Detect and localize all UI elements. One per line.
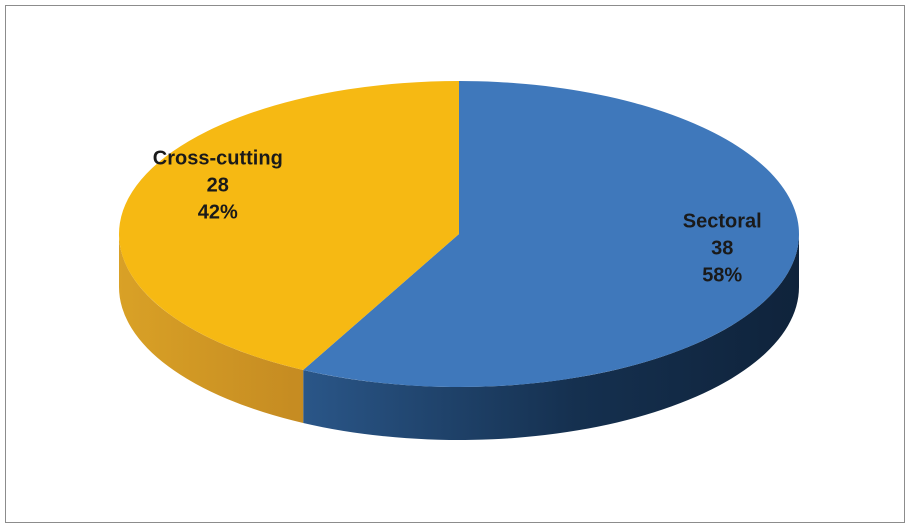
data-label-label-sectoral: Sectoral	[683, 210, 762, 232]
pie-slice-cross-cutting	[118, 81, 460, 370]
pie-chart: Sectoral 38 58% Cross-cutting 28 42%	[118, 81, 799, 440]
pie-side-cross-cutting	[118, 234, 304, 423]
chart-frame: Sectoral 38 58% Cross-cutting 28 42%	[5, 5, 905, 523]
pie-sides	[118, 234, 799, 440]
pie-labels: Sectoral 38 58% Cross-cutting 28 42%	[153, 148, 762, 287]
data-label-percent-sectoral: 58%	[702, 264, 742, 286]
data-label-value-sectoral: 38	[711, 237, 733, 259]
pie-tops	[118, 81, 799, 387]
data-label-value-cross-cutting: 28	[207, 175, 229, 197]
pie-side-sectoral	[303, 234, 799, 440]
pie-slice-sectoral	[303, 81, 799, 387]
data-label-percent-cross-cutting: 42%	[198, 202, 238, 224]
data-label-label-cross-cutting: Cross-cutting	[153, 148, 283, 170]
